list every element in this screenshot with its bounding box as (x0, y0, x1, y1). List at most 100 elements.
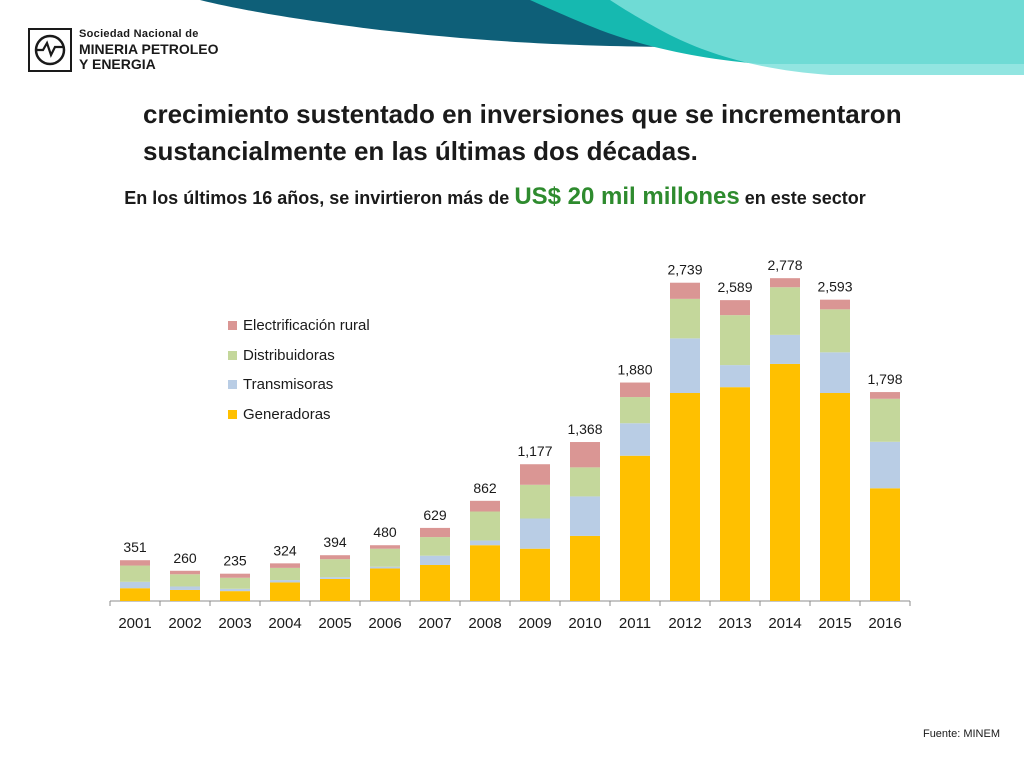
logo-text-line3: Y ENERGIA (79, 56, 156, 72)
bar-segment-transmisoras (470, 540, 500, 546)
subtitle-post: en este sector (739, 188, 866, 208)
legend-swatch (228, 409, 237, 419)
bar-segment-distribuidoras (270, 567, 300, 581)
bar-total-label: 1,368 (567, 421, 602, 437)
bar-segment-transmisoras (620, 423, 650, 456)
bar-total-label: 2,589 (717, 279, 752, 295)
legend-item: Transmisoras (228, 370, 370, 400)
legend-label: Electrificación rural (243, 317, 370, 335)
bar-segment-distribuidoras (470, 511, 500, 541)
bar-segment-distribuidoras (370, 548, 400, 567)
bar-segment-generadoras (720, 387, 750, 601)
source-note: Fuente: MINEM (922, 728, 1000, 740)
chart-legend: Electrificación rural Distribuidoras Trans… (228, 311, 370, 429)
bar-segment-generadoras (870, 488, 900, 601)
bar-segment-electrificacion-rural (870, 392, 900, 399)
bar-segment-generadoras (170, 589, 200, 601)
bar-total-label: 2,593 (817, 279, 852, 295)
x-tick-label: 2007 (418, 615, 451, 632)
x-tick-label: 2014 (768, 615, 801, 632)
x-tick-label: 2010 (568, 615, 601, 632)
bar-total-label: 394 (323, 534, 347, 550)
snmpe-logo-icon (28, 28, 72, 72)
bar-segment-transmisoras (420, 555, 450, 565)
bar-segment-electrificacion-rural (270, 563, 300, 568)
legend-label: Transmisoras (243, 376, 334, 394)
banner-light-wave (610, 0, 1024, 75)
bar-segment-transmisoras (320, 577, 350, 579)
bar-total-label: 2,778 (767, 257, 802, 273)
x-tick-label: 2013 (718, 615, 751, 632)
bar-segment-generadoras (570, 535, 600, 601)
bar-segment-generadoras (120, 588, 150, 601)
legend-swatch (228, 380, 237, 390)
legend-swatch (228, 350, 237, 360)
bar-segment-electrificacion-rural (220, 573, 250, 578)
bar-segment-generadoras (420, 564, 450, 601)
legend-swatch (228, 321, 237, 331)
bar-segment-electrificacion-rural (720, 300, 750, 316)
bar-segment-generadoras (470, 545, 500, 601)
subtitle-highlight: US$ 20 mil millones (514, 183, 740, 210)
bar-segment-electrificacion-rural (570, 442, 600, 468)
bar-total-label: 2,739 (667, 262, 702, 278)
bar-total-label: 1,880 (617, 362, 652, 378)
bar-segment-transmisoras (820, 352, 850, 393)
bar-segment-electrificacion-rural (520, 464, 550, 485)
bar-segment-electrificacion-rural (670, 282, 700, 299)
bar-segment-distribuidoras (520, 484, 550, 519)
bar-segment-electrificacion-rural (170, 570, 200, 575)
bar-segment-transmisoras (220, 588, 250, 592)
bar-total-label: 480 (373, 524, 397, 540)
x-tick-label: 2015 (818, 615, 851, 632)
header-banner (200, 0, 1024, 75)
x-tick-label: 2003 (218, 615, 251, 632)
headline-line2: sustancialmente en las últimas dos décad… (143, 136, 698, 166)
bar-segment-generadoras (620, 455, 650, 601)
bar-segment-transmisoras (120, 581, 150, 589)
bar-segment-transmisoras (720, 365, 750, 388)
headline-line1: crecimiento sustentado en inversiones qu… (143, 99, 902, 129)
bar-segment-distribuidoras (670, 298, 700, 339)
x-tick-label: 2011 (619, 615, 651, 632)
bar-segment-electrificacion-rural (420, 527, 450, 538)
bar-segment-generadoras (220, 591, 250, 601)
bar-segment-generadoras (370, 568, 400, 601)
x-tick-label: 2008 (468, 615, 501, 632)
bar-segment-distribuidoras (320, 559, 350, 578)
legend-label: Distribuidoras (243, 346, 335, 364)
subtitle-pre: En los últimos 16 años, se invirtieron m… (124, 188, 515, 208)
bar-segment-electrificacion-rural (120, 560, 150, 566)
bar-segment-transmisoras (270, 580, 300, 583)
x-tick-label: 2012 (668, 615, 701, 632)
x-tick-label: 2006 (368, 615, 401, 632)
bar-segment-distribuidoras (170, 574, 200, 587)
bar-segment-distribuidoras (220, 577, 250, 589)
bar-segment-distribuidoras (120, 565, 150, 582)
bar-total-label: 1,798 (867, 371, 902, 387)
bar-total-label: 235 (223, 553, 247, 569)
bar-segment-distribuidoras (870, 398, 900, 442)
bar-segment-electrificacion-rural (320, 555, 350, 560)
bar-segment-transmisoras (170, 586, 200, 590)
bar-segment-electrificacion-rural (470, 500, 500, 512)
slide-subtitle: En los últimos 16 años, se invirtieron m… (0, 183, 990, 211)
bar-segment-distribuidoras (720, 315, 750, 366)
bar-segment-distribuidoras (620, 397, 650, 424)
bar-segment-distribuidoras (420, 537, 450, 556)
bar-segment-distribuidoras (570, 467, 600, 497)
logo-text-line2: MINERIA PETROLEO (79, 41, 219, 57)
x-tick-label: 2001 (118, 615, 151, 632)
bar-total-label: 862 (473, 480, 497, 496)
bar-segment-generadoras (270, 582, 300, 601)
bar-total-label: 351 (123, 539, 147, 555)
x-tick-label: 2004 (268, 615, 301, 632)
logo-text-line1: Sociedad Nacional de (79, 28, 199, 40)
bar-segment-generadoras (520, 548, 550, 601)
bar-segment-transmisoras (770, 334, 800, 364)
bar-segment-electrificacion-rural (770, 278, 800, 288)
x-tick-label: 2005 (318, 615, 351, 632)
bar-segment-electrificacion-rural (370, 545, 400, 549)
bar-segment-distribuidoras (820, 309, 850, 353)
bar-total-label: 324 (273, 542, 297, 558)
